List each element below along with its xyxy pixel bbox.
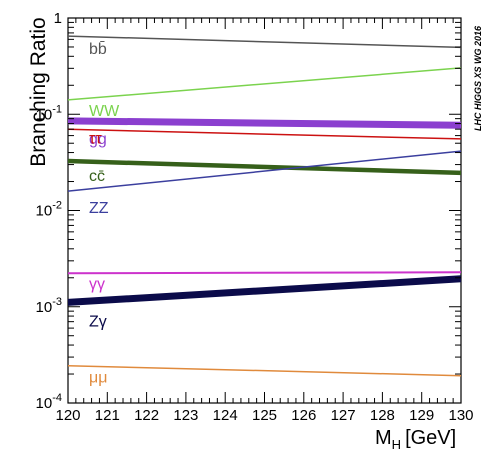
x-tick-label: 120 — [55, 407, 80, 424]
x-axis-label-unit: [GeV] — [405, 427, 456, 449]
x-tick-label: 126 — [291, 407, 316, 424]
series-label: WW — [89, 103, 120, 120]
series-line — [67, 150, 462, 192]
series-line — [67, 128, 462, 140]
series-label: γγ — [89, 276, 105, 293]
y-tick-label: 10-4 — [36, 392, 62, 412]
series-label: ττ — [89, 130, 102, 147]
y-axis-label: Branching Ratio — [27, 17, 50, 166]
x-axis-label-subscript: H — [392, 437, 401, 452]
series-line — [67, 271, 462, 275]
series-line — [67, 117, 462, 129]
series-line — [67, 67, 462, 101]
y-tick-label: 10-2 — [36, 200, 62, 220]
x-tick-label: 124 — [213, 407, 238, 424]
x-tick-label: 125 — [252, 407, 277, 424]
x-tick-label: 130 — [448, 407, 473, 424]
series-line — [67, 158, 462, 176]
y-tick-label: 10-3 — [36, 296, 62, 316]
series-label: μμ — [89, 370, 107, 387]
y-tick-label: 1 — [54, 10, 62, 27]
y-tick-label: 10-1 — [36, 103, 62, 123]
x-tick-label: 123 — [173, 407, 198, 424]
x-axis-label-symbol: M — [375, 427, 392, 449]
series-label: bb̄ — [89, 41, 107, 58]
series-line — [67, 35, 462, 49]
plot-frame — [67, 17, 462, 404]
series-label: Zγ — [89, 313, 107, 330]
x-tick-label: 121 — [95, 407, 120, 424]
series-line — [67, 275, 462, 306]
x-tick-label: 129 — [409, 407, 434, 424]
series-label: cc̄ — [89, 168, 105, 185]
watermark-text: LHC HIGGS XS WG 2016 — [473, 25, 483, 131]
series-layer — [67, 35, 462, 377]
series-line — [67, 364, 462, 377]
x-tick-label: 128 — [370, 407, 395, 424]
x-tick-label: 127 — [331, 407, 356, 424]
x-tick-label: 122 — [134, 407, 159, 424]
axis-ticks: 120 121 122 123 124 125 126 127 128 129 130 10-4 10-… — [36, 10, 474, 424]
x-axis-label: MH [GeV] — [375, 427, 456, 452]
series-label: gg — [89, 131, 107, 148]
series-label: ZZ — [89, 200, 109, 217]
